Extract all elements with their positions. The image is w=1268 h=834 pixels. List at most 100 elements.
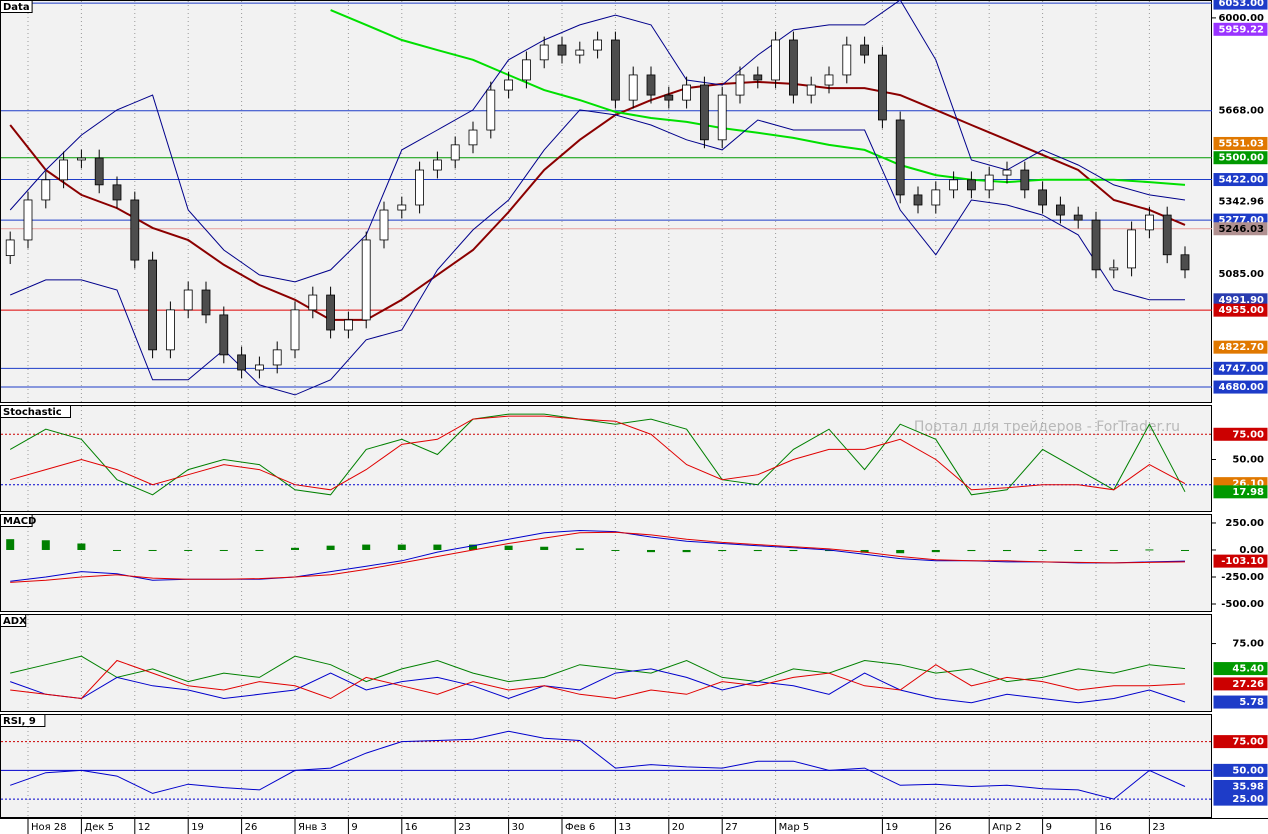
panel-title: RSI, 9 <box>3 716 36 727</box>
panel-title-box <box>0 0 33 13</box>
histogram-bar <box>184 549 193 551</box>
histogram-bar <box>433 544 442 550</box>
price-label: 5277.00 <box>1218 215 1264 226</box>
histogram-bar <box>718 549 727 552</box>
price-label: 5500.00 <box>1218 153 1264 164</box>
y-tick-label: 50.00 <box>1232 455 1264 466</box>
price-label: 17.98 <box>1232 487 1264 498</box>
indicator-line <box>10 109 1185 396</box>
histogram-bar <box>860 549 869 553</box>
price-label: 26.10 <box>1232 479 1264 490</box>
price-label: 27.26 <box>1232 679 1264 690</box>
panel-title: ADX <box>3 616 27 627</box>
histogram-bar <box>1074 549 1083 551</box>
candle-body <box>130 199 140 261</box>
price-label: 50.00 <box>1232 765 1264 776</box>
candle-body <box>343 319 353 331</box>
panel <box>0 0 1212 403</box>
price-label: 25.00 <box>1232 794 1264 805</box>
x-tick-label: 9 <box>1046 822 1052 833</box>
candle-body <box>1180 254 1190 271</box>
price-label: 35.98 <box>1232 782 1264 793</box>
histogram-bar <box>540 546 549 550</box>
candle-body <box>878 54 887 121</box>
candle-body <box>1002 169 1012 176</box>
indicator-line <box>9 80 1186 321</box>
candle-body <box>789 39 798 96</box>
price-label: 5959.22 <box>1218 24 1264 35</box>
histogram-bar <box>1038 549 1047 551</box>
candle-body <box>237 354 247 371</box>
histogram-bar <box>896 549 905 554</box>
y-tick-label: 250.00 <box>1225 518 1264 529</box>
candle-body <box>700 84 709 141</box>
indicator-line <box>10 659 1186 700</box>
price-label-box <box>1213 427 1268 441</box>
candle-body <box>611 39 620 101</box>
y-tick-label: 0.00 <box>1239 545 1264 556</box>
panel-title: Data <box>3 2 30 13</box>
candle-body <box>984 174 994 191</box>
x-tick-label: 9 <box>351 822 357 833</box>
indicator-line <box>9 413 1186 496</box>
candle-body <box>326 294 336 331</box>
indicator-line <box>9 0 1186 283</box>
x-tick-label: 23 <box>1152 822 1165 833</box>
histogram-bar <box>326 545 335 550</box>
panel-title-box <box>0 614 27 627</box>
panel <box>0 614 1212 712</box>
candle-body <box>1127 229 1136 269</box>
histogram-bar <box>1145 549 1154 551</box>
x-tick-label: 19 <box>885 822 898 833</box>
candle-body <box>522 59 531 81</box>
x-tick-label: Ноя 28 <box>31 822 67 833</box>
price-label: 5668.00 <box>1218 106 1264 117</box>
candle-body <box>628 74 638 101</box>
price-label: 5342.96 <box>1218 197 1264 208</box>
price-label: 75.00 <box>1232 429 1264 440</box>
price-label: 75.00 <box>1232 737 1264 748</box>
histogram-bar <box>931 549 940 553</box>
price-label: 4955.00 <box>1218 305 1264 316</box>
candle-body <box>183 289 193 311</box>
x-tick-label: Мар 5 <box>779 822 810 833</box>
indicator-line <box>10 415 1186 491</box>
indicator-line <box>10 668 1186 704</box>
candle-body <box>450 144 460 161</box>
candle-body <box>593 39 602 51</box>
y-tick-label: 6000.00 <box>1218 13 1264 24</box>
y-tick-label: 75.00 <box>1232 639 1264 650</box>
x-tick-label: 20 <box>672 822 685 833</box>
candle-body <box>432 159 442 171</box>
price-label-box <box>1213 554 1268 568</box>
price-label: -103.10 <box>1221 556 1264 567</box>
candle-body <box>272 349 282 366</box>
candle-body <box>682 84 691 101</box>
candle-body <box>931 189 941 206</box>
candle-body <box>361 239 371 321</box>
candle-body <box>575 49 585 56</box>
price-label-box <box>1213 222 1268 236</box>
price-label-box <box>1213 195 1268 209</box>
histogram-bar <box>255 549 264 551</box>
price-label-box <box>1213 792 1268 806</box>
histogram-bar <box>362 544 371 550</box>
price-label-box <box>1213 763 1268 777</box>
price-label-box <box>1213 267 1268 281</box>
candle-body <box>201 289 211 316</box>
panel <box>0 714 1212 818</box>
price-label: 5085.00 <box>1218 269 1264 280</box>
histogram-bar <box>575 548 584 550</box>
x-tick-label: 16 <box>1099 822 1112 833</box>
histogram-bar <box>825 549 833 552</box>
candle-body <box>539 44 549 61</box>
candle-body <box>1145 214 1154 231</box>
panel-title: Stochastic <box>3 407 62 418</box>
price-label-box <box>1213 22 1268 36</box>
candle-body <box>468 129 478 146</box>
histogram-bar <box>1181 549 1189 551</box>
candle-body <box>735 74 745 96</box>
candle-body <box>23 199 33 241</box>
histogram-bar <box>647 549 655 553</box>
candle-body <box>753 74 763 81</box>
